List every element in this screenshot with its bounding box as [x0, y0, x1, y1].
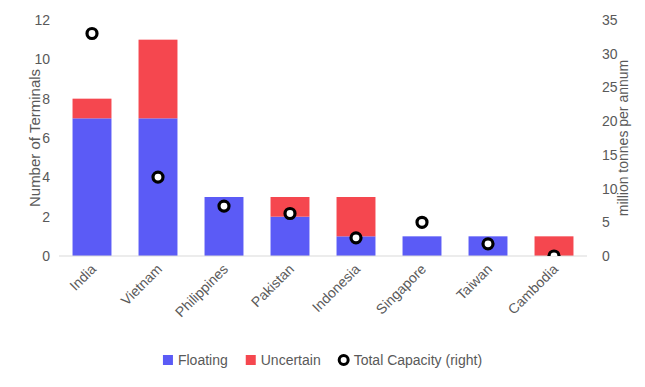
point	[153, 172, 163, 182]
bar	[469, 236, 508, 237]
y2-tick-label: 5	[602, 214, 610, 230]
bar	[73, 118, 112, 256]
legend-item: Floating	[163, 352, 228, 368]
legend-label: Floating	[178, 352, 228, 368]
point	[351, 233, 361, 243]
y-axis-title: Number of Terminals	[26, 69, 43, 207]
chart: 02468101205101520253035Number of Termina…	[0, 0, 645, 387]
point	[483, 239, 493, 249]
legend-swatch	[339, 356, 348, 365]
legend-label: Uncertain	[261, 352, 321, 368]
bar	[271, 217, 310, 256]
point	[549, 251, 559, 256]
point	[417, 217, 427, 227]
y-tick-label: 6	[42, 130, 50, 146]
scatter-marks	[87, 28, 559, 256]
legend: Floating Uncertain Total Capacity (right)	[163, 352, 482, 368]
bar	[139, 118, 178, 256]
x-tick-label: Singapore	[373, 261, 430, 318]
x-tick-label: Vietnam	[118, 261, 165, 308]
y-tick-label: 10	[34, 51, 50, 67]
x-tick-label: Taiwan	[453, 261, 495, 303]
y2-axis-title: million tonnes per annum	[615, 60, 631, 216]
y-tick-label: 0	[42, 248, 50, 264]
bar	[337, 197, 376, 236]
y2-tick-label: 30	[602, 46, 618, 62]
bar	[403, 236, 442, 256]
x-axis-line	[59, 256, 587, 257]
x-tick-label: Pakistan	[248, 261, 297, 310]
y2-tick-label: 35	[602, 12, 618, 28]
x-tick-label: Cambodia	[505, 261, 562, 318]
x-tick-label: India	[66, 261, 99, 294]
bar	[469, 236, 508, 256]
point	[285, 209, 295, 219]
y-tick-label: 4	[42, 169, 50, 185]
bar	[403, 236, 442, 237]
point	[87, 28, 97, 38]
legend-swatch	[163, 355, 173, 365]
x-tick-label: Indonesia	[309, 261, 363, 315]
y-tick-label: 12	[34, 12, 50, 28]
bar	[139, 40, 178, 119]
bar	[205, 197, 244, 198]
bar	[205, 197, 244, 256]
point	[219, 201, 229, 211]
x-tick-label: Philippines	[172, 261, 231, 320]
y-tick-label: 8	[42, 91, 50, 107]
legend-swatch	[246, 355, 256, 365]
legend-item: Uncertain	[246, 352, 321, 368]
legend-label: Total Capacity (right)	[354, 352, 482, 368]
legend-item: Total Capacity (right)	[339, 352, 482, 368]
bar	[73, 99, 112, 119]
y-tick-label: 2	[42, 209, 50, 225]
y2-tick-label: 0	[602, 248, 610, 264]
plot-marks	[73, 40, 574, 256]
